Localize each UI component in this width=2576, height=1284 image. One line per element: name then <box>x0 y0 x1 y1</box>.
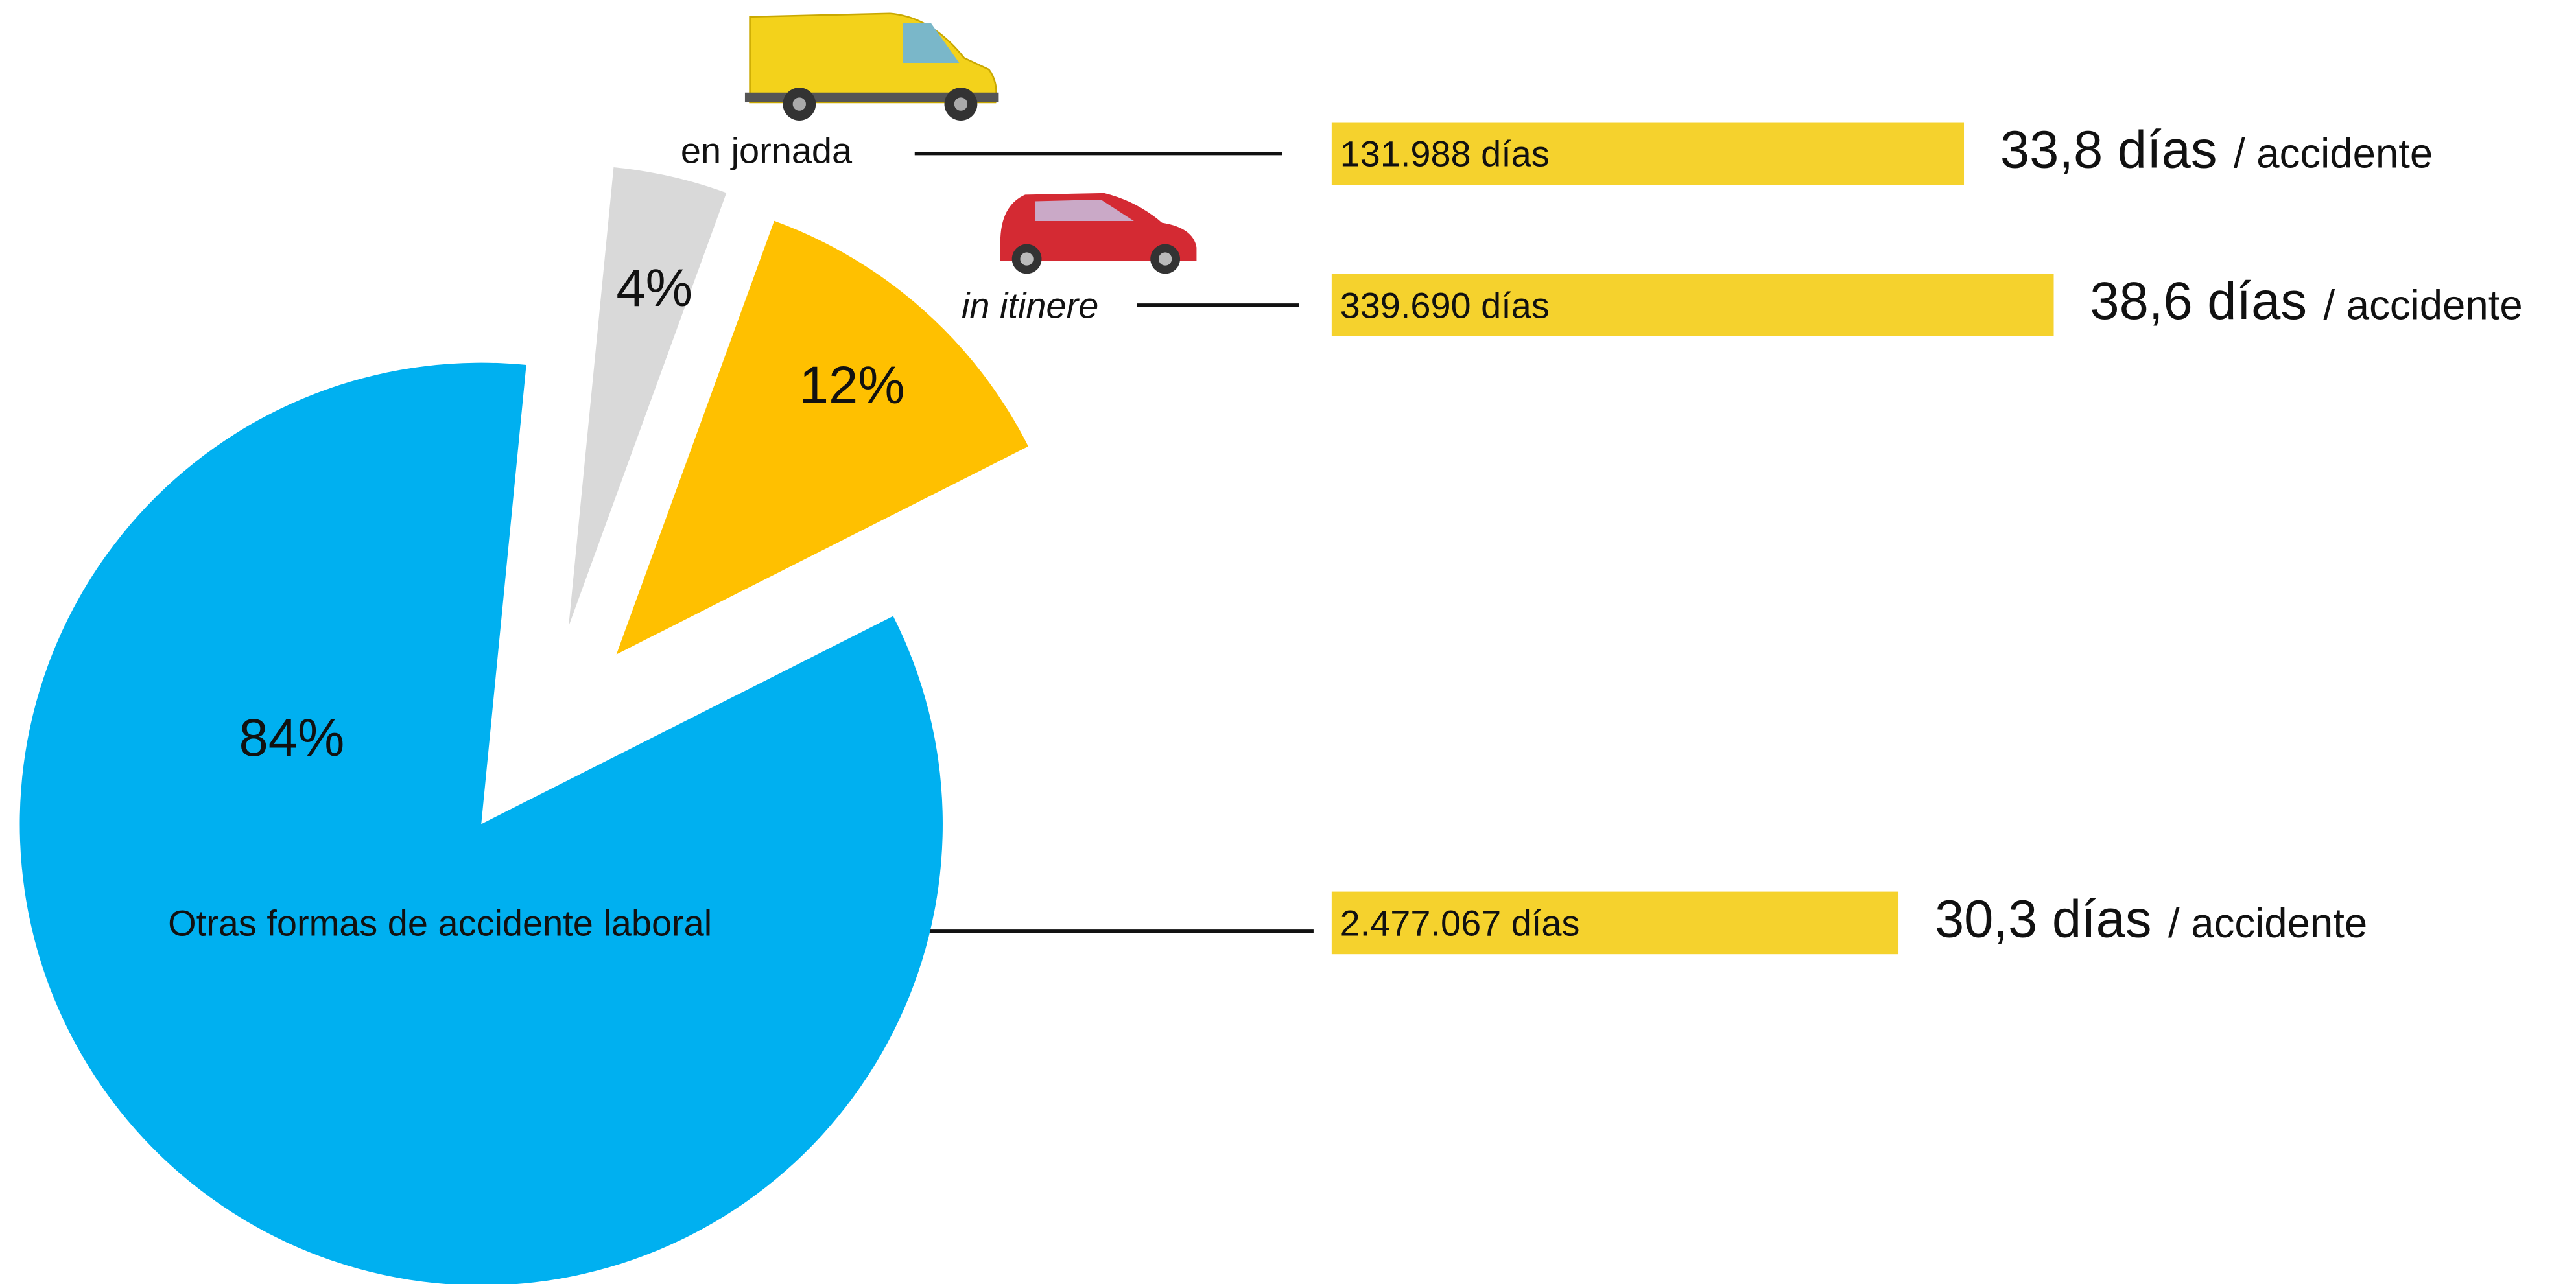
slice-percent-label: 12% <box>799 356 905 415</box>
pie-slice <box>568 167 727 627</box>
per-accident-label: 33,8 días <box>2000 120 2217 179</box>
slice-category-label: Otras formas de accidente laboral <box>168 903 712 944</box>
bar <box>1331 274 2054 336</box>
unit-label: / accidente <box>2168 900 2367 946</box>
unit-label: / accidente <box>2234 131 2433 177</box>
slice-percent-label: 84% <box>239 708 345 767</box>
per-accident-label: 38,6 días <box>2090 272 2307 331</box>
slice-category-label: in itinere <box>962 285 1098 326</box>
pie-slice <box>616 220 1028 655</box>
van-icon <box>744 12 999 121</box>
slice-category-label: en jornada <box>681 130 853 171</box>
pie-slice <box>19 362 943 1284</box>
car-icon <box>1000 193 1197 274</box>
unit-label: / accidente <box>2323 283 2522 329</box>
slice-percent-label: 4% <box>616 259 692 318</box>
per-accident-label: 30,3 días <box>1935 889 2152 948</box>
days-label: 2.477.067 días <box>1340 903 1580 944</box>
days-label: 339.690 días <box>1340 285 1550 326</box>
bar <box>1331 122 1965 185</box>
days-label: 131.988 días <box>1340 134 1550 174</box>
bar <box>1331 891 1899 955</box>
